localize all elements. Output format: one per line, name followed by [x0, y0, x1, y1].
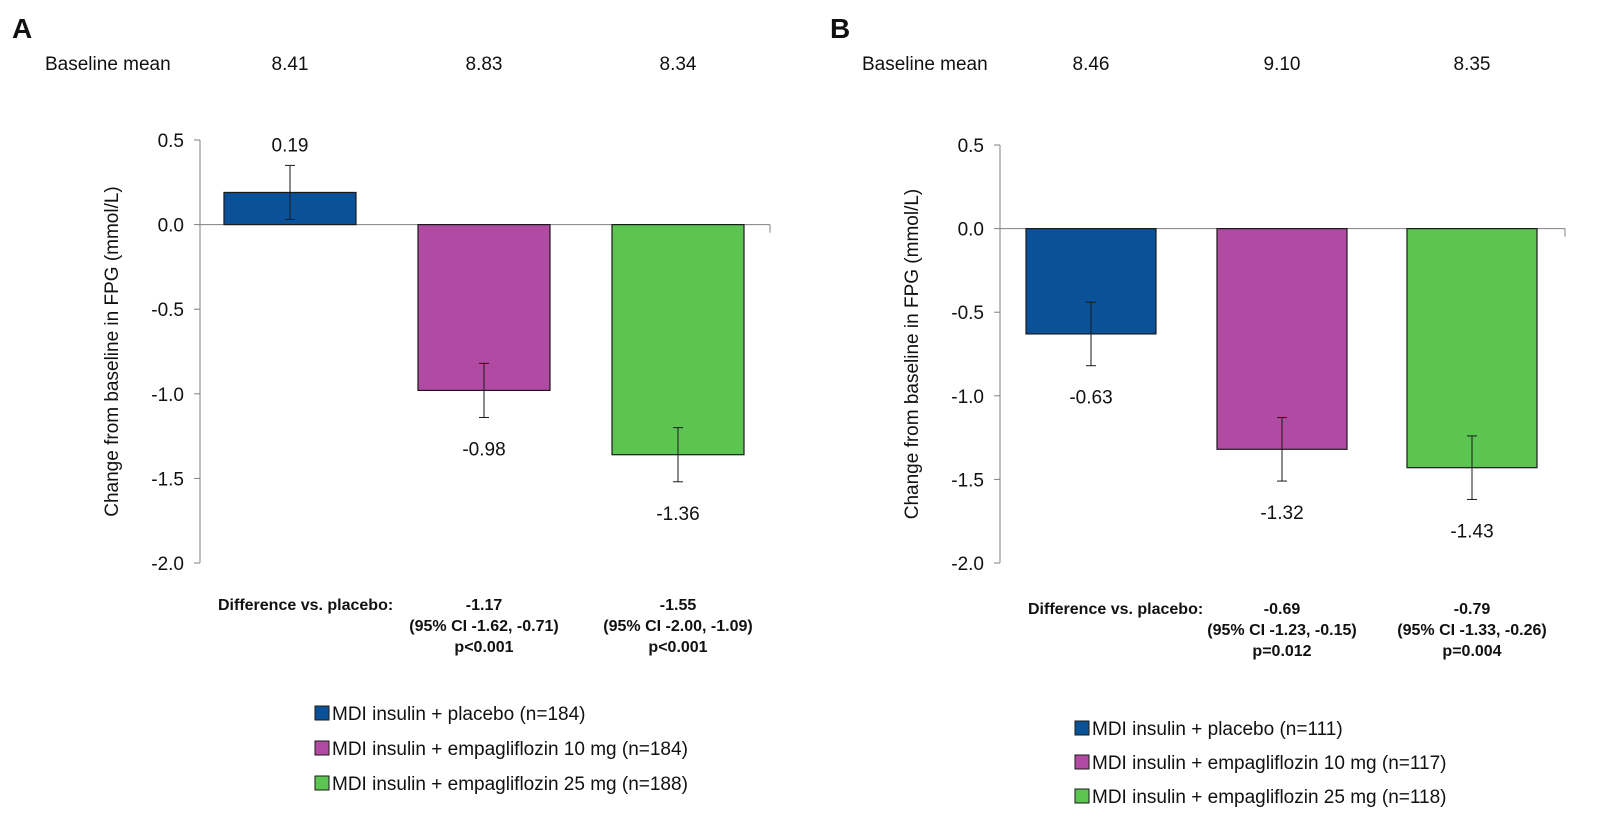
data-label: -1.36 [656, 504, 699, 525]
y-axis-title: Change from baseline in FPG (mmol/L) [102, 186, 123, 517]
legend-entry: MDI insulin + placebo (n=184) [332, 704, 585, 725]
y-tick-label: -1.0 [151, 385, 184, 406]
baseline-mean-value: 8.35 [1454, 54, 1491, 75]
difference-value: -0.79 [1454, 601, 1491, 618]
y-axis-title: Change from baseline in FPG (mmol/L) [902, 189, 923, 520]
bar [611, 224, 745, 456]
difference-ci: (95% CI -2.00, -1.09) [603, 618, 752, 635]
data-label: -0.63 [1069, 388, 1112, 409]
difference-ci: (95% CI -1.33, -0.26) [1397, 622, 1546, 639]
difference-value: -0.69 [1264, 601, 1301, 618]
difference-ci: (95% CI -1.62, -0.71) [409, 618, 558, 635]
legend-swatch [1074, 754, 1090, 770]
y-tick-label: -2.0 [951, 554, 984, 575]
baseline-mean-value: 8.34 [660, 54, 697, 75]
y-tick-label: -1.5 [951, 470, 984, 491]
bar [1406, 228, 1538, 469]
legend-entry: MDI insulin + placebo (n=111) [1092, 719, 1343, 740]
baseline-mean-value: 9.10 [1264, 54, 1301, 75]
difference-ci: (95% CI -1.23, -0.15) [1207, 622, 1356, 639]
legend-swatch [314, 705, 330, 721]
legend-entry: MDI insulin + empagliflozin 10 mg (n=117… [1092, 753, 1447, 774]
difference-p-value: p=0.012 [1252, 643, 1311, 660]
data-label: -1.43 [1450, 521, 1493, 542]
baseline-mean-label: Baseline mean [45, 54, 171, 75]
y-tick-label: 0.5 [958, 136, 984, 157]
legend-entry: MDI insulin + empagliflozin 25 mg (n=188… [332, 774, 688, 795]
difference-p-value: p<0.001 [648, 639, 707, 656]
panel-label-A: A [12, 13, 32, 44]
baseline-mean-value: 8.41 [272, 54, 309, 75]
data-label: 0.19 [272, 135, 309, 156]
y-tick-label: -1.0 [951, 387, 984, 408]
y-tick-label: 0.0 [158, 216, 184, 237]
difference-value: -1.55 [660, 597, 697, 614]
difference-label: Difference vs. placebo: [218, 597, 393, 614]
difference-p-value: p=0.004 [1442, 643, 1501, 660]
y-tick-label: 0.5 [158, 131, 184, 152]
legend-entry: MDI insulin + empagliflozin 10 mg (n=184… [332, 739, 688, 760]
difference-p-value: p<0.001 [454, 639, 513, 656]
y-tick-label: -0.5 [951, 303, 984, 324]
y-tick-label: -2.0 [151, 554, 184, 575]
legend-swatch [1074, 720, 1090, 736]
data-label: -1.32 [1260, 503, 1303, 524]
y-tick-label: -0.5 [151, 300, 184, 321]
baseline-mean-label: Baseline mean [862, 54, 988, 75]
y-tick-label: -1.5 [151, 469, 184, 490]
legend-swatch [1074, 788, 1090, 804]
legend-swatch [314, 740, 330, 756]
bar [417, 224, 551, 392]
baseline-mean-value: 8.46 [1073, 54, 1110, 75]
baseline-mean-value: 8.83 [466, 54, 503, 75]
difference-label: Difference vs. placebo: [1028, 601, 1203, 618]
panel-label-B: B [830, 13, 850, 44]
y-tick-label: 0.0 [958, 220, 984, 241]
data-label: -0.98 [462, 439, 505, 460]
legend-swatch [314, 775, 330, 791]
difference-value: -1.17 [466, 597, 503, 614]
bar [1216, 228, 1348, 450]
legend-entry: MDI insulin + empagliflozin 25 mg (n=118… [1092, 787, 1447, 808]
